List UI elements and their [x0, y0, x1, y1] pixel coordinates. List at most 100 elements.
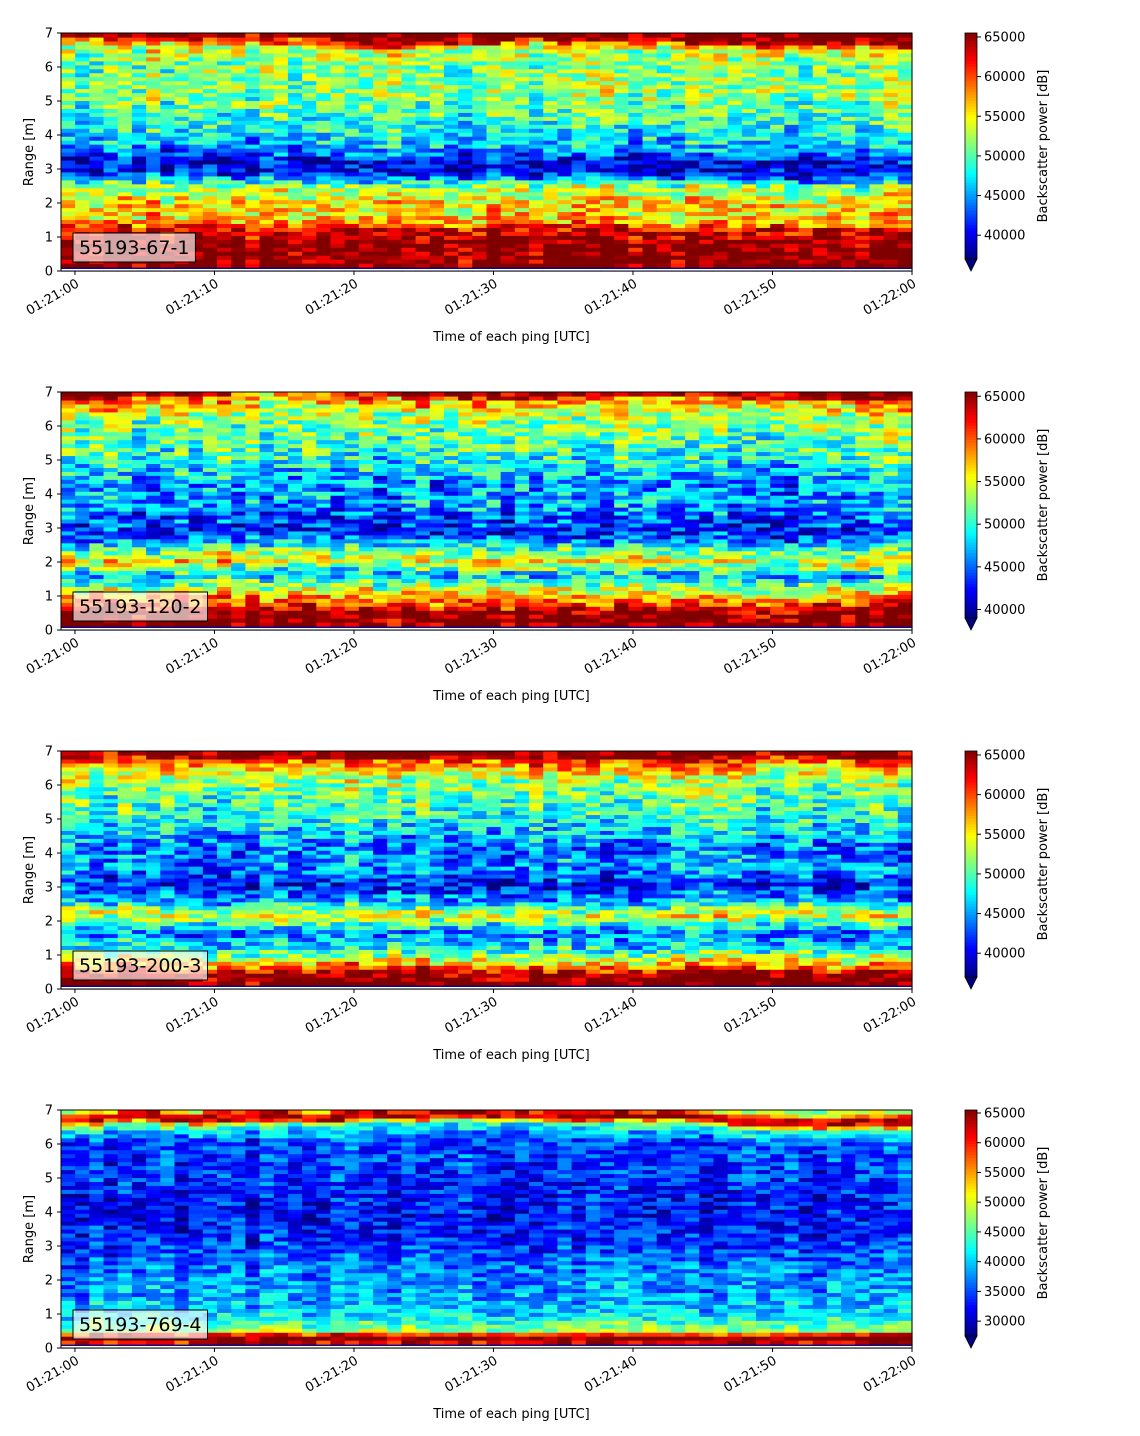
heatmap-cell — [174, 116, 190, 121]
heatmap-cell — [614, 68, 629, 74]
heatmap-cell — [117, 487, 133, 492]
heatmap-cell — [146, 439, 161, 445]
heatmap-cell — [599, 116, 615, 121]
heatmap-cell — [614, 259, 629, 264]
heatmap-cell — [656, 215, 672, 221]
heatmap-cell — [642, 219, 658, 224]
heatmap-cell — [160, 518, 176, 524]
heatmap-cell — [316, 239, 332, 244]
heatmap-cell — [202, 499, 218, 504]
heatmap-cell — [628, 215, 644, 221]
heatmap-cell — [231, 203, 246, 209]
heatmap-cell — [897, 40, 913, 46]
heatmap-cell — [486, 227, 502, 232]
heatmap-cell — [75, 128, 90, 133]
heatmap-cell — [514, 219, 530, 224]
heatmap-cell — [713, 215, 729, 221]
heatmap-cell — [699, 163, 715, 169]
heatmap-cell — [287, 231, 303, 236]
heatmap-cell — [75, 566, 90, 572]
heatmap-cell — [557, 163, 573, 169]
heatmap-cell — [755, 219, 771, 224]
heatmap-cell — [160, 152, 176, 157]
heatmap-cell — [770, 56, 785, 62]
heatmap-cell — [699, 48, 715, 54]
heatmap-cell — [217, 152, 232, 157]
heatmap-cell — [514, 247, 530, 252]
heatmap-cell — [316, 443, 332, 449]
heatmap-cell — [727, 263, 743, 268]
heatmap-cell — [316, 231, 332, 236]
heatmap-cell — [529, 159, 544, 165]
heatmap-cell — [784, 235, 800, 240]
heatmap-cell — [302, 491, 317, 496]
heatmap-cell — [344, 187, 360, 193]
heatmap-cell — [316, 80, 332, 86]
heatmap-cell — [897, 80, 913, 86]
heatmap-cell — [415, 144, 431, 149]
heatmap-cell — [443, 263, 459, 268]
heatmap-cell — [273, 84, 289, 90]
heatmap-cell — [344, 475, 360, 480]
heatmap-cell — [699, 96, 715, 102]
heatmap-cell — [89, 108, 105, 113]
heatmap-cell — [883, 52, 899, 58]
heatmap-cell — [217, 167, 232, 173]
heatmap-cell — [61, 68, 76, 74]
heatmap-cell — [599, 120, 615, 125]
heatmap-cell — [75, 72, 90, 78]
heatmap-cell — [755, 60, 771, 66]
heatmap-cell — [259, 251, 275, 256]
heatmap-cell — [103, 167, 119, 173]
heatmap-cell — [415, 243, 431, 248]
heatmap-cell — [373, 72, 388, 78]
heatmap-cell — [287, 431, 303, 437]
heatmap-cell — [103, 471, 119, 476]
heatmap-cell — [302, 447, 317, 453]
heatmap-cell — [217, 96, 232, 102]
heatmap-cell — [174, 56, 190, 62]
heatmap-cell — [599, 239, 615, 244]
heatmap-cell — [812, 207, 828, 213]
heatmap-cell — [245, 594, 261, 599]
heatmap-cell — [302, 263, 317, 268]
heatmap-cell — [273, 36, 289, 42]
heatmap-cell — [699, 56, 715, 62]
heatmap-cell — [259, 211, 275, 217]
heatmap-cell — [585, 72, 601, 78]
heatmap-cell — [656, 132, 672, 137]
heatmap-cell — [543, 88, 559, 94]
heatmap-cell — [741, 251, 757, 256]
heatmap-cell — [387, 243, 402, 248]
heatmap-cell — [75, 33, 90, 38]
heatmap-cell — [302, 507, 317, 512]
heatmap-cell — [571, 116, 587, 121]
heatmap-cell — [174, 407, 190, 413]
heatmap-cell — [670, 231, 686, 236]
heatmap-cell — [699, 203, 715, 209]
heatmap-cell — [131, 187, 147, 193]
heatmap-cell — [273, 518, 289, 524]
heatmap-cell — [514, 231, 530, 236]
heatmap-cell — [330, 499, 346, 504]
heatmap-cell — [316, 40, 332, 46]
heatmap-cell — [89, 183, 105, 189]
heatmap-cell — [302, 503, 317, 508]
heatmap-cell — [670, 207, 686, 213]
heatmap-cell — [401, 112, 417, 117]
heatmap-cell — [103, 483, 119, 488]
heatmap-cell — [642, 195, 658, 201]
heatmap-cell — [273, 179, 289, 185]
heatmap-cell — [599, 183, 615, 189]
heatmap-cell — [429, 148, 445, 153]
heatmap-cell — [131, 427, 147, 433]
heatmap-cell — [259, 566, 275, 572]
heatmap-cell — [727, 104, 743, 109]
heatmap-cell — [344, 247, 360, 252]
heatmap-cell — [61, 514, 76, 520]
heatmap-cell — [344, 44, 360, 50]
heatmap-cell — [897, 187, 913, 193]
heatmap-cell — [727, 44, 743, 50]
heatmap-cell — [699, 33, 715, 38]
heatmap-cell — [103, 507, 119, 512]
